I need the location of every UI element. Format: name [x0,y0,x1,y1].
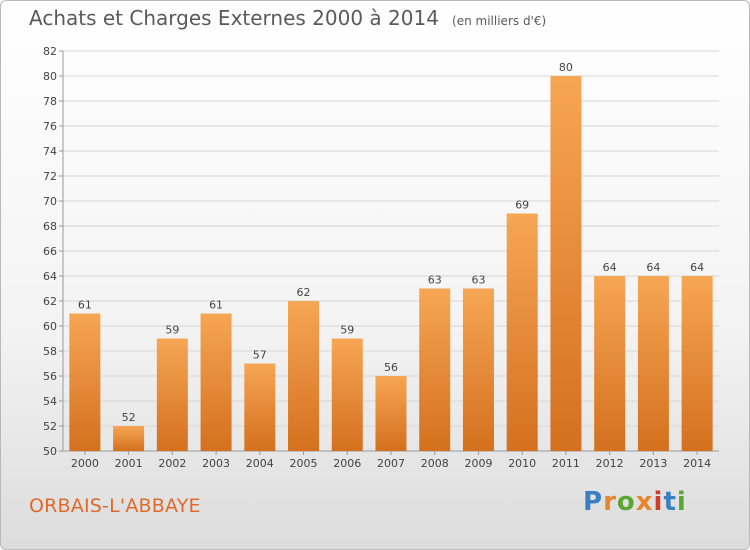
data-label-2001: 52 [122,411,136,424]
y-tick-label: 66 [43,245,57,258]
data-label-2008: 63 [428,274,442,287]
y-tick-label: 82 [43,45,57,58]
x-tick-label-2001: 2001 [115,457,143,470]
y-tick-label: 78 [43,95,57,108]
y-tick-label: 60 [43,320,57,333]
x-axis: 2000 2001 2002 2003 2004 2005 2006 2007 2008 2009… [71,451,711,470]
y-tick-label: 62 [43,295,57,308]
y-tick-label: 58 [43,345,57,358]
data-label-2012: 64 [603,261,617,274]
logo-letter: i [676,487,687,517]
bar-2002 [156,338,188,451]
data-labels: 61 52 59 61 57 62 59 56 63 63 69 80 64 64 64 [78,61,704,424]
logo-letter: i [653,487,664,517]
proxiti-logo: Proxiti [583,487,687,517]
bar-2000 [69,313,101,451]
bar-2008 [419,288,451,451]
bar-2001 [113,426,145,451]
x-tick-label-2014: 2014 [683,457,711,470]
bar-2011 [550,76,582,451]
y-tick-label: 56 [43,370,57,383]
logo-letter: P [583,487,604,517]
y-tick-label: 68 [43,220,57,233]
bar-2010 [506,213,538,451]
x-tick-label-2004: 2004 [246,457,274,470]
data-label-2004: 57 [253,349,267,362]
data-label-2003: 61 [209,299,223,312]
data-label-2014: 64 [690,261,704,274]
bar-2006 [331,338,363,451]
logo-letter: o [616,487,636,517]
data-label-2011: 80 [559,61,573,74]
x-tick-label-2012: 2012 [596,457,624,470]
x-tick-label-2013: 2013 [639,457,667,470]
x-tick-label-2002: 2002 [158,457,186,470]
title-block: Achats et Charges Externes 2000 à 2014 (… [29,6,546,30]
x-tick-label-2000: 2000 [71,457,99,470]
x-tick-label-2006: 2006 [333,457,361,470]
y-tick-label: 80 [43,70,57,83]
y-tick-label: 52 [43,420,57,433]
data-label-2005: 62 [297,286,311,299]
data-label-2000: 61 [78,299,92,312]
x-tick-label-2007: 2007 [377,457,405,470]
logo-letter: r [603,487,617,517]
data-label-2007: 56 [384,361,398,374]
logo-letter: x [635,487,654,517]
data-label-2013: 64 [646,261,660,274]
y-tick-label: 54 [43,395,57,408]
y-tick-label: 72 [43,170,57,183]
y-tick-label: 50 [43,445,57,458]
data-label-2006: 59 [340,324,354,337]
chart-subtitle: (en milliers d'€) [452,14,547,28]
bar-2013 [637,276,669,451]
bar-2005 [288,301,320,451]
data-label-2002: 59 [165,324,179,337]
chart-title: Achats et Charges Externes 2000 à 2014 [29,6,439,30]
x-tick-label-2008: 2008 [421,457,449,470]
bar-2007 [375,376,407,451]
bar-2014 [681,276,713,451]
bars [69,76,713,451]
x-tick-label-2011: 2011 [552,457,580,470]
bar-2003 [200,313,232,451]
x-tick-label-2009: 2009 [464,457,492,470]
y-tick-label: 74 [43,145,57,158]
y-tick-label: 70 [43,195,57,208]
x-tick-label-2005: 2005 [290,457,318,470]
y-tick-label: 76 [43,120,57,133]
data-label-2010: 69 [515,199,529,212]
bar-2004 [244,363,276,451]
logo-letter: t [663,487,677,517]
data-label-2009: 63 [471,274,485,287]
y-tick-label: 64 [43,270,57,283]
x-tick-label-2010: 2010 [508,457,536,470]
x-tick-label-2003: 2003 [202,457,230,470]
commune-name: ORBAIS-L'ABBAYE [29,495,201,517]
bar-2009 [462,288,494,451]
bar-2012 [594,276,626,451]
